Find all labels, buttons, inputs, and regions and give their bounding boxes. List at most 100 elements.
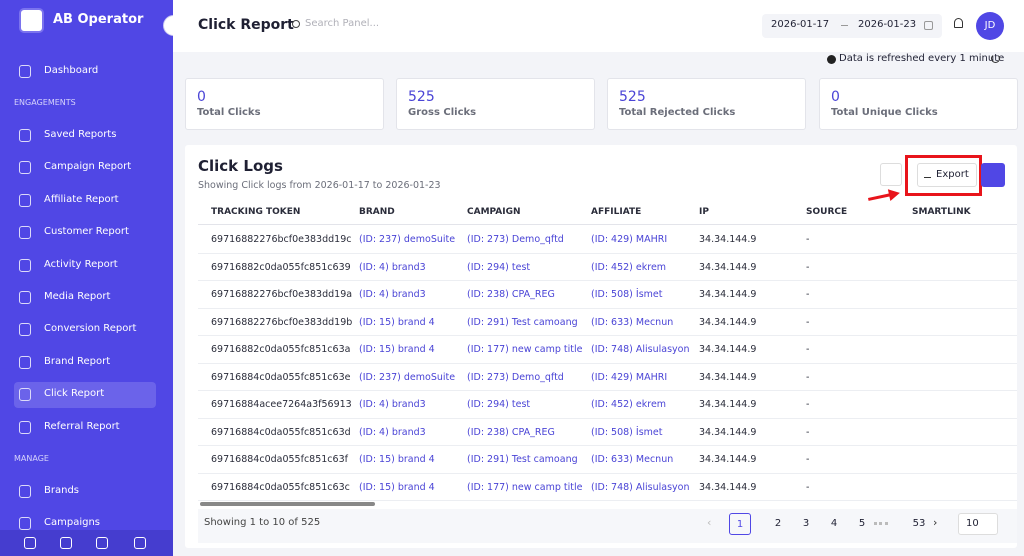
table-cell[interactable]: (ID: 748) Alisulasyon — [591, 344, 690, 355]
nav-label: Conversion Report — [44, 323, 137, 335]
export-button[interactable]: Export — [917, 163, 977, 187]
bell-icon[interactable] — [954, 18, 963, 28]
page-size-select[interactable]: 10 — [958, 513, 998, 535]
nav-section-title: MANAGE — [14, 454, 49, 463]
table-cell[interactable]: (ID: 273) Demo_qftd — [467, 371, 564, 383]
table-cell[interactable]: (ID: 294) test — [467, 261, 531, 273]
nav-label: Brands — [44, 485, 79, 496]
nav-label: Campaign Report — [44, 161, 132, 173]
stat-value: 525 — [408, 89, 435, 105]
date-range[interactable]: 2026-01-17 2026-01-23 — [762, 14, 942, 38]
table-cell[interactable]: (ID: 452) ekrem — [591, 261, 667, 273]
column-header: SOURCE — [806, 207, 848, 217]
search-input[interactable]: Search Panel... — [305, 18, 380, 29]
save-button[interactable] — [880, 163, 902, 186]
nav-item[interactable]: Brand Report — [14, 350, 156, 376]
footer-icon[interactable] — [24, 537, 36, 549]
table-cell: 69716882276bcf0e383dd19a — [211, 289, 353, 300]
nav-icon — [19, 355, 31, 369]
table-cell[interactable]: (ID: 237) demoSuite — [359, 371, 456, 383]
click-logs-card: Click Logs Showing Click logs from 2026-0… — [185, 145, 1017, 548]
table-cell: 69716884c0da055fc851c63c — [211, 481, 350, 493]
nav-label: Saved Reports — [44, 129, 117, 140]
nav-item[interactable]: Referral Report — [14, 415, 156, 441]
sidebar: AB Operator Dashboard ENGAGEMENTS Saved Rep… — [0, 0, 173, 556]
nav-item[interactable]: Campaigns — [14, 511, 156, 537]
nav-section-title: ENGAGEMENTS — [14, 98, 76, 107]
avatar[interactable]: JD — [976, 12, 1004, 40]
table-cell[interactable]: (ID: 273) Demo_qftd — [467, 234, 564, 245]
nav-item[interactable]: Dashboard — [14, 59, 156, 85]
next-page[interactable]: › — [933, 516, 938, 529]
column-header: SMARTLINK — [912, 207, 971, 217]
table-row — [198, 474, 1017, 501]
nav-item[interactable]: Saved Reports — [14, 123, 156, 149]
table-cell: - — [806, 371, 810, 383]
table-cell[interactable]: (ID: 452) ekrem — [591, 399, 667, 410]
table-cell[interactable]: (ID: 748) Alisulasyon — [591, 481, 690, 493]
info-icon — [827, 55, 836, 64]
nav-item[interactable]: Brands — [14, 479, 156, 505]
footer-icon[interactable] — [96, 537, 108, 549]
nav-icon — [19, 485, 31, 498]
table-cell[interactable]: (ID: 4) brand3 — [359, 261, 426, 273]
nav-item[interactable]: Click Report — [14, 382, 156, 409]
filter-button[interactable] — [981, 163, 1005, 187]
page-button[interactable]: 53 — [912, 518, 926, 529]
table-cell: 34.34.144.9 — [699, 371, 757, 383]
page-button[interactable]: 1 — [729, 513, 751, 535]
table-cell[interactable]: (ID: 4) brand3 — [359, 289, 426, 300]
table-cell[interactable]: (ID: 633) Mecnun — [591, 454, 674, 465]
table-cell[interactable]: (ID: 508) İsmet — [591, 289, 663, 300]
stat-value: 0 — [831, 89, 840, 105]
page-button[interactable]: 5 — [858, 518, 866, 529]
nav-icon — [19, 420, 31, 434]
page-button[interactable]: 2 — [774, 518, 782, 529]
nav-icon — [19, 193, 31, 207]
nav-item[interactable]: Customer Report — [14, 220, 156, 246]
table-cell[interactable]: (ID: 238) CPA_REG — [467, 426, 555, 438]
table-cell[interactable]: (ID: 4) brand3 — [359, 399, 426, 410]
table-cell[interactable]: (ID: 633) Mecnun — [591, 316, 674, 328]
page-button[interactable]: 3 — [802, 518, 810, 529]
table-cell[interactable]: (ID: 508) İsmet — [591, 426, 663, 438]
nav-item[interactable]: Conversion Report — [14, 317, 156, 343]
nav-label: Dashboard — [44, 65, 99, 76]
footer-icon[interactable] — [134, 537, 146, 549]
highlight-box — [905, 155, 982, 196]
nav-icon — [19, 226, 31, 240]
table-cell[interactable]: (ID: 291) Test camoang — [467, 316, 578, 328]
table-cell[interactable]: (ID: 237) demoSuite — [359, 234, 456, 245]
table-cell[interactable]: (ID: 238) CPA_REG — [467, 289, 555, 300]
table-cell[interactable]: (ID: 429) MAHRI — [591, 371, 668, 383]
card-title: Click Logs — [198, 157, 283, 175]
table-cell[interactable]: (ID: 291) Test camoang — [467, 454, 578, 465]
table-cell[interactable]: (ID: 177) new camp title — [467, 344, 583, 355]
table-cell: - — [806, 316, 810, 328]
table-cell: - — [806, 454, 810, 465]
table-cell[interactable]: (ID: 15) brand 4 — [359, 454, 435, 465]
nav-item[interactable]: Campaign Report — [14, 155, 156, 181]
nav-label: Customer Report — [44, 226, 129, 238]
table-cell[interactable]: (ID: 294) test — [467, 399, 531, 410]
nav-icon — [19, 388, 31, 402]
refresh-icon[interactable] — [991, 54, 1000, 63]
table-cell[interactable]: (ID: 429) MAHRI — [591, 234, 668, 245]
nav-item[interactable]: Activity Report — [14, 253, 156, 279]
nav-item[interactable]: Affiliate Report — [14, 188, 156, 214]
nav-item[interactable]: Media Report — [14, 285, 156, 311]
table-cell[interactable]: (ID: 4) brand3 — [359, 426, 426, 438]
table-cell: - — [806, 261, 810, 273]
table-cell: 34.34.144.9 — [699, 316, 757, 328]
table-cell[interactable]: (ID: 15) brand 4 — [359, 316, 435, 328]
page-button[interactable]: 4 — [830, 518, 838, 529]
table-cell: 34.34.144.9 — [699, 261, 757, 273]
table-cell[interactable]: (ID: 15) brand 4 — [359, 481, 435, 493]
scrollbar-thumb[interactable] — [200, 502, 375, 506]
table-cell[interactable]: (ID: 15) brand 4 — [359, 344, 435, 355]
table-cell[interactable]: (ID: 177) new camp title — [467, 481, 583, 493]
footer-icon[interactable] — [60, 537, 72, 549]
prev-page[interactable]: ‹ — [707, 516, 712, 529]
